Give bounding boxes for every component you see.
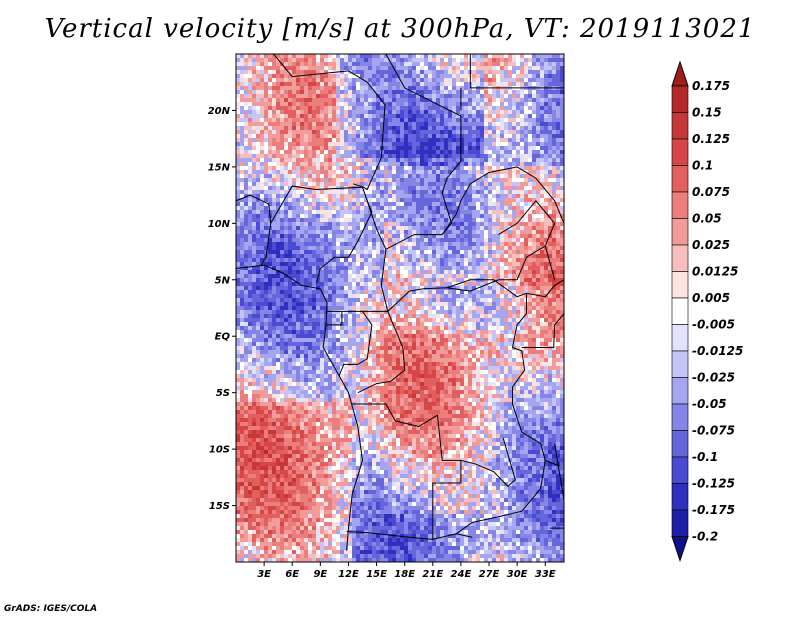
- colorbar-label: 0.05: [692, 212, 722, 226]
- colorbar-label: 0.075: [692, 185, 730, 199]
- colorbar-segment: [671, 297, 689, 325]
- colorbar-segment: [671, 324, 689, 352]
- lon-tick-label: 6E: [285, 569, 299, 580]
- colorbar-segment: [671, 165, 689, 193]
- border-line: [351, 403, 516, 488]
- lon-tick-label: 24E: [451, 569, 472, 580]
- lat-tick-label: 15S: [209, 501, 230, 512]
- border-line: [441, 166, 564, 235]
- border-line: [338, 311, 373, 376]
- colorbar-segment: [671, 218, 689, 246]
- colorbar-label: -0.005: [692, 318, 735, 332]
- colorbar-label: -0.0125: [692, 344, 743, 358]
- lon-tick-label: 9E: [313, 569, 327, 580]
- border-line: [512, 347, 560, 467]
- colorbar-label: 0.175: [692, 79, 730, 93]
- colorbar-max-arrow: [671, 60, 689, 87]
- colorbar-label: -0.075: [692, 424, 735, 438]
- border-line: [346, 531, 473, 540]
- colorbar-label: 0.0125: [692, 265, 738, 279]
- colorbar-label: -0.1: [692, 450, 718, 464]
- latitude-axis: 20N 15N 10N 5N EQ 5S 10S 15S: [208, 106, 236, 512]
- map-title: Vertical velocity [m/s] at 300hPa, VT: 2…: [44, 14, 756, 44]
- colorbar-segment: [671, 430, 689, 458]
- lon-tick-label: 21E: [422, 569, 443, 580]
- colorbar-segment: [671, 456, 689, 484]
- border-line: [326, 311, 343, 326]
- colorbar-segment: [671, 350, 689, 378]
- colorbar-label: -0.2: [692, 530, 718, 544]
- grads-credit: GrADS: IGES/COLA: [4, 604, 98, 614]
- border-line: [469, 54, 564, 89]
- lon-tick-label: 15E: [366, 569, 387, 580]
- lat-tick-label: 5S: [216, 388, 230, 399]
- border-line: [549, 443, 564, 529]
- lat-tick-label: 20N: [208, 106, 231, 117]
- colorbar-label: -0.125: [692, 477, 735, 491]
- colorbar-segment: [671, 112, 689, 140]
- lat-tick-label: 10N: [208, 219, 231, 230]
- colorbar-label: 0.025: [692, 238, 730, 252]
- border-line: [273, 54, 368, 83]
- border-line: [236, 194, 272, 266]
- lon-tick-label: 18E: [394, 569, 415, 580]
- lat-tick-label: 5N: [215, 275, 231, 286]
- colorbar-segment: [671, 138, 689, 166]
- border-line: [512, 293, 527, 348]
- border-line: [446, 245, 546, 292]
- border-line: [270, 185, 373, 284]
- lat-tick-label: EQ: [215, 332, 231, 343]
- colorbar-label: 0.005: [692, 291, 730, 305]
- lon-tick-label: 27E: [479, 569, 500, 580]
- colorbar-segment: [671, 271, 689, 299]
- border-line: [385, 54, 462, 235]
- colorbar: 0.175 0.15 0.125 0.1 0.075 0.05 0.025 0.0125 0.0…: [671, 60, 743, 563]
- colorbar-label: 0.15: [692, 106, 722, 120]
- colorbar-label: 0.125: [692, 132, 730, 146]
- colorbar-segment: [671, 483, 689, 511]
- colorbar-segment: [671, 244, 689, 272]
- vertical-velocity-field: [236, 54, 564, 562]
- lat-tick-label: 15N: [208, 162, 231, 173]
- lat-tick-label: 10S: [209, 445, 230, 456]
- border-line: [498, 200, 556, 280]
- lon-tick-label: 30E: [507, 569, 528, 580]
- colorbar-label: -0.025: [692, 371, 735, 385]
- lon-tick-label: 12E: [338, 569, 359, 580]
- colorbar-label: -0.175: [692, 503, 735, 517]
- country-borders: [236, 54, 564, 551]
- lon-tick-label: 3E: [257, 569, 271, 580]
- colorbar-segment: [671, 509, 689, 537]
- border-line: [455, 460, 546, 535]
- longitude-axis: 3E 6E 9E 12E 15E 18E 21E 24E 27E 30E 33E: [257, 562, 556, 580]
- lon-tick-label: 33E: [535, 569, 556, 580]
- colorbar-segment: [671, 191, 689, 219]
- border-line: [521, 313, 564, 348]
- colorbar-label: 0.1: [692, 159, 713, 173]
- colorbar-segment: [671, 377, 689, 405]
- colorbar-segment: [671, 403, 689, 431]
- colorbar-segment: [671, 85, 689, 113]
- colorbar-label: -0.05: [692, 397, 727, 411]
- border-line: [236, 264, 364, 551]
- border-line: [432, 460, 462, 540]
- plot-frame: [235, 53, 565, 563]
- colorbar-min-arrow: [671, 536, 689, 563]
- border-line: [352, 81, 386, 191]
- border-line: [357, 311, 406, 394]
